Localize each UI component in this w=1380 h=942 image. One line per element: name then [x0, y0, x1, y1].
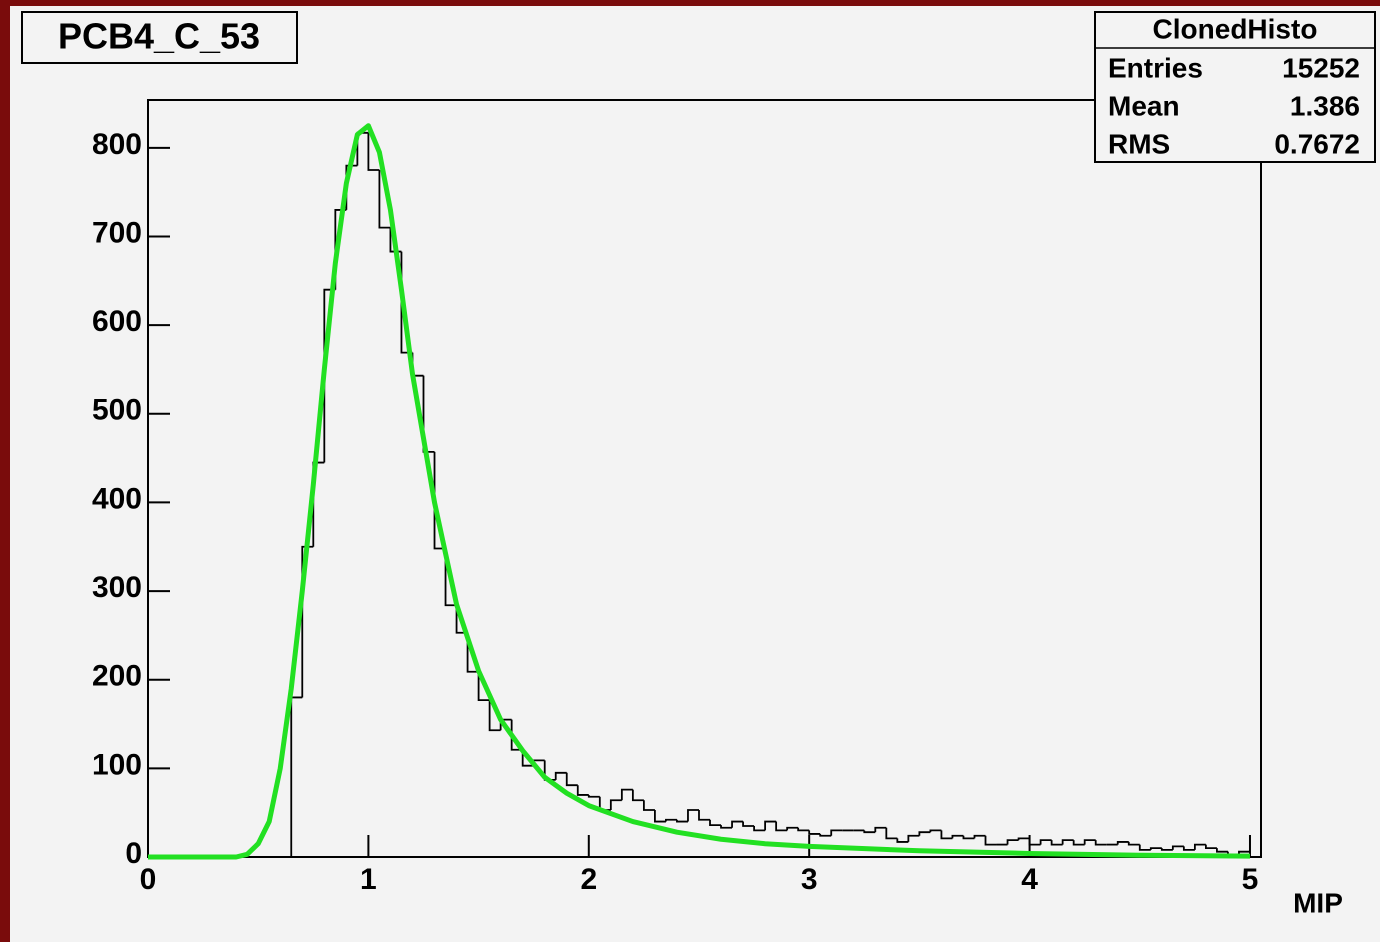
histogram-bin: [863, 830, 876, 834]
histogram-bin: [576, 785, 589, 796]
histogram-bin: [433, 451, 446, 550]
x-tick-label: 1: [360, 863, 377, 896]
histogram-bin: [874, 826, 887, 833]
histogram-bin: [797, 827, 810, 832]
x-tick-label: 0: [140, 863, 157, 896]
x-tick-label: 3: [801, 863, 818, 896]
histogram-bin: [896, 838, 909, 843]
x-axis-label: MIP: [1293, 887, 1343, 918]
histogram-bin: [665, 818, 677, 822]
x-tick-label: 4: [1021, 863, 1038, 896]
stats-label: Entries: [1108, 52, 1203, 83]
histogram-bin: [1050, 840, 1063, 846]
histogram-bin: [1205, 844, 1217, 850]
histogram-bin: [1182, 846, 1195, 851]
histogram-bin: [731, 820, 744, 828]
histogram-bin: [940, 830, 953, 840]
histogram-bin: [984, 835, 997, 846]
y-tick-label: 300: [92, 571, 142, 604]
histogram-bin: [1127, 841, 1140, 846]
y-tick-label: 700: [92, 216, 142, 249]
y-tick-label: 800: [92, 128, 142, 161]
histogram-bin: [1238, 850, 1250, 855]
histogram-bin: [1116, 841, 1129, 845]
histogram-bin: [786, 826, 799, 831]
y-tick-label: 0: [125, 837, 142, 870]
histogram-bin: [885, 827, 898, 840]
histogram-bin: [753, 825, 766, 832]
histogram-bin: [554, 771, 567, 780]
histogram-bin: [808, 830, 821, 835]
histogram-bin: [631, 789, 644, 802]
stats-frame: [1094, 11, 1376, 163]
fit-curve: [148, 123, 1251, 860]
plot-frame: [147, 99, 1262, 858]
stats-label: RMS: [1108, 128, 1170, 159]
histogram-bin: [973, 834, 986, 839]
stats-value: 0.7672: [1274, 128, 1360, 159]
y-tick-label: 100: [92, 748, 142, 781]
histogram-bin: [1028, 838, 1041, 846]
chart-title: PCB4_C_53: [58, 16, 260, 57]
histogram-bin: [477, 671, 490, 702]
histogram-bin: [698, 810, 711, 821]
histogram-bin: [1083, 839, 1096, 845]
histogram-bin: [444, 548, 457, 607]
histogram-bin: [720, 825, 733, 829]
stats-title: ClonedHisto: [1153, 13, 1318, 44]
histogram-bin: [565, 772, 578, 787]
histogram-bin: [1138, 844, 1151, 851]
title-box: PCB4_C_53: [21, 11, 298, 64]
stats-box: ClonedHisto Entries 15252 Mean 1.386 RMS 0.767…: [1094, 11, 1376, 163]
histogram-bin: [301, 545, 314, 698]
y-tick-label: 600: [92, 305, 142, 338]
stats-label: Mean: [1108, 90, 1180, 121]
stats-value: 15252: [1282, 52, 1360, 83]
histogram-bin: [1072, 840, 1085, 846]
y-tick-label: 500: [92, 394, 142, 427]
histogram-bin: [907, 834, 920, 842]
histogram-bin: [676, 819, 688, 823]
histogram-bin: [1149, 847, 1162, 850]
stats-value: 1.386: [1290, 90, 1360, 121]
histogram-bin: [929, 829, 942, 833]
histogram-bin: [1061, 839, 1074, 845]
histogram-bin: [775, 821, 788, 832]
histogram-bin: [609, 799, 622, 811]
histogram-bin: [1216, 848, 1228, 853]
histogram-bin: [1039, 839, 1052, 845]
histogram-bin: [654, 810, 666, 823]
histogram-bin: [1171, 845, 1184, 850]
histogram-bin: [378, 170, 391, 229]
histogram-bin: [642, 800, 655, 811]
title-frame: [21, 11, 298, 64]
histogram-bin: [819, 833, 832, 837]
histogram-bin: [466, 632, 479, 673]
histogram-bin: [367, 132, 380, 171]
histogram-bin: [709, 819, 722, 826]
x-tick-label: 2: [580, 863, 597, 896]
histogram-bin: [521, 749, 534, 767]
histogram-bin: [764, 820, 777, 831]
histogram-bin: [1094, 840, 1107, 846]
histogram-bin: [830, 829, 843, 836]
histogram-bin: [587, 794, 600, 798]
histogram-bin: [1006, 839, 1019, 845]
histogram-bin: [1160, 848, 1173, 851]
histogram-bin: [1193, 843, 1206, 850]
histogram-bin: [687, 809, 699, 822]
histogram-bin: [918, 831, 931, 836]
histogram-bin: [742, 821, 755, 827]
histogram-bin: [620, 788, 633, 801]
y-tick-label: 400: [92, 482, 142, 515]
histogram-bin: [1017, 837, 1030, 841]
histogram-bin: [962, 835, 975, 840]
x-tick-label: 5: [1242, 863, 1259, 896]
y-tick-label: 200: [92, 660, 142, 693]
histogram-bin: [488, 700, 501, 732]
histogram-bin: [951, 834, 964, 839]
